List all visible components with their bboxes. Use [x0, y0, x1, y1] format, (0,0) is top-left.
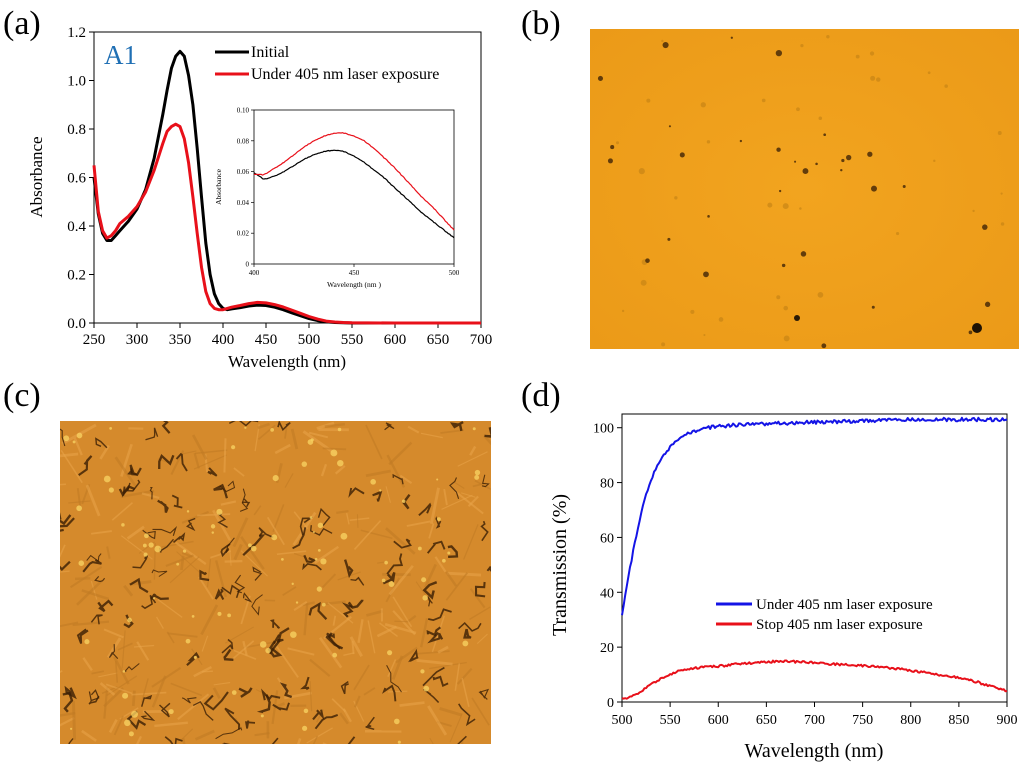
x-tick-label: 550	[341, 332, 364, 348]
y-tick-label: 0	[607, 696, 614, 711]
inset-series-layer	[253, 132, 455, 239]
series-layer-d	[621, 416, 1008, 700]
y-tick-label: 0.2	[67, 268, 86, 284]
legend-label-under: Under 405 nm laser exposure	[251, 66, 439, 83]
inset-x-axis-label: Wavelength (nm )	[327, 280, 381, 289]
panel-label-b: (b)	[521, 5, 561, 42]
sample-label: A1	[104, 40, 137, 70]
legend-label-under-d: Under 405 nm laser exposure	[756, 597, 933, 613]
series-line-stop-405-nm-laser-exposure	[621, 659, 1008, 700]
x-tick-label: 450	[255, 332, 278, 348]
panel-label-c: (c)	[3, 377, 41, 414]
y-tick-label: 60	[600, 531, 614, 546]
y-tick-label: 80	[600, 477, 614, 492]
inset-tick-layer: 400 450 500 0 0.02 0.04 0.06 0.08 0.10	[237, 107, 460, 278]
y-tick-label: 0.06	[237, 168, 250, 176]
legend-label-initial: Initial	[251, 44, 290, 61]
inset-frame	[253, 109, 455, 265]
y-tick-label: 0.4	[67, 219, 86, 235]
x-tick-label: 250	[83, 332, 106, 348]
y-tick-label: 20	[600, 641, 614, 656]
x-tick-label: 550	[660, 713, 681, 728]
x-tick-label: 650	[427, 332, 450, 348]
plot-frame-d	[621, 413, 1008, 703]
y-tick-label: 0.0	[67, 316, 86, 332]
panel-label-a: (a)	[3, 5, 41, 42]
y-tick-label: 0.8	[67, 122, 86, 138]
x-tick-label: 350	[169, 332, 192, 348]
series-line-under-405-nm-laser-exposure	[253, 132, 455, 231]
absorbance-chart: 250 300 350 400 450 500 550 600 650 700 0.0 0.2 0.4 0…	[27, 25, 492, 371]
micrograph-texture	[60, 421, 491, 744]
tick-layer-a: 250 300 350 400 450 500 550 600 650 700 0.0 0.2 0.4 0…	[67, 25, 492, 348]
panel-label-d: (d)	[521, 377, 561, 414]
y-tick-label: 1.2	[67, 25, 86, 41]
y-tick-label: 0.6	[67, 171, 86, 187]
y-tick-label: 0.02	[237, 230, 250, 238]
x-tick-label: 800	[900, 713, 921, 728]
x-tick-label: 750	[852, 713, 873, 728]
x-tick-label: 500	[612, 713, 633, 728]
transmission-chart: 500 550 600 650 700 750 800 850 900020406080100 …	[549, 413, 1018, 762]
x-tick-label: 700	[470, 332, 493, 348]
y-tick-label: 0.10	[237, 107, 250, 115]
y-tick-label: 100	[593, 422, 614, 437]
legend-label-stop-d: Stop 405 nm laser exposure	[756, 617, 923, 633]
y-tick-label: 0.08	[237, 137, 250, 145]
series-line-initial	[92, 49, 481, 325]
y-tick-label: 0	[246, 261, 250, 269]
x-tick-label: 900	[997, 713, 1018, 728]
inset-chart: 400 450 500 0 0.02 0.04 0.06 0.08 0.10 Wavelengt…	[214, 107, 460, 290]
x-tick-label: 500	[449, 269, 460, 277]
y-tick-label: 1.0	[67, 74, 86, 90]
series-line-under-405-nm-laser-exposure	[621, 416, 1008, 616]
tick-layer-d: 500 550 600 650 700 750 800 850 900 0 20 40 60 80 100	[593, 422, 1018, 728]
y-tick-label: 40	[600, 586, 614, 601]
x-axis-label-a: Wavelength (nm)	[228, 352, 346, 371]
x-tick-label: 700	[804, 713, 825, 728]
x-axis-label-d: Wavelength (nm)	[745, 740, 884, 762]
x-tick-label: 650	[756, 713, 777, 728]
y-axis-label-a: Absorbance	[27, 136, 46, 217]
x-tick-label: 300	[126, 332, 149, 348]
x-tick-label: 500	[298, 332, 321, 348]
series-line-initial	[253, 149, 455, 239]
x-tick-label: 600	[384, 332, 407, 348]
y-axis-label-d: Transmission (%)	[549, 494, 571, 636]
x-tick-label: 400	[212, 332, 235, 348]
x-tick-label: 400	[249, 269, 260, 277]
series-layer-a	[92, 49, 481, 325]
inset-y-axis-label: Absorbance	[214, 168, 223, 204]
x-tick-label: 850	[948, 713, 969, 728]
y-tick-label: 0.04	[237, 199, 250, 207]
x-tick-label: 600	[708, 713, 729, 728]
x-tick-label: 450	[349, 269, 360, 277]
series-line-under-405-nm-laser-exposure	[92, 122, 481, 325]
micrograph-uniform	[590, 29, 1019, 349]
